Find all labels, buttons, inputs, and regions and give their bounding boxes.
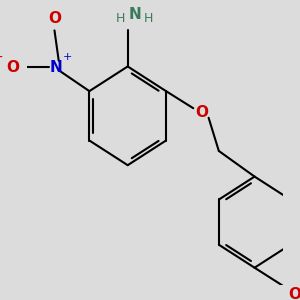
Text: N: N: [50, 60, 63, 75]
Text: N: N: [128, 7, 141, 22]
Text: +: +: [63, 52, 72, 62]
Text: O: O: [195, 104, 208, 119]
Text: -: -: [0, 51, 2, 65]
Text: O: O: [6, 60, 19, 75]
Text: H: H: [116, 13, 126, 26]
Text: O: O: [48, 11, 61, 26]
Text: H: H: [143, 13, 153, 26]
Text: O: O: [288, 287, 300, 300]
